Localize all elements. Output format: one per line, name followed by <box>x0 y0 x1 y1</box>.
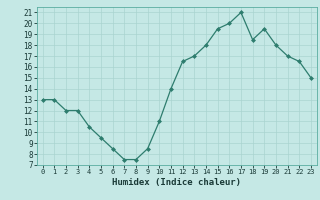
X-axis label: Humidex (Indice chaleur): Humidex (Indice chaleur) <box>112 178 241 187</box>
